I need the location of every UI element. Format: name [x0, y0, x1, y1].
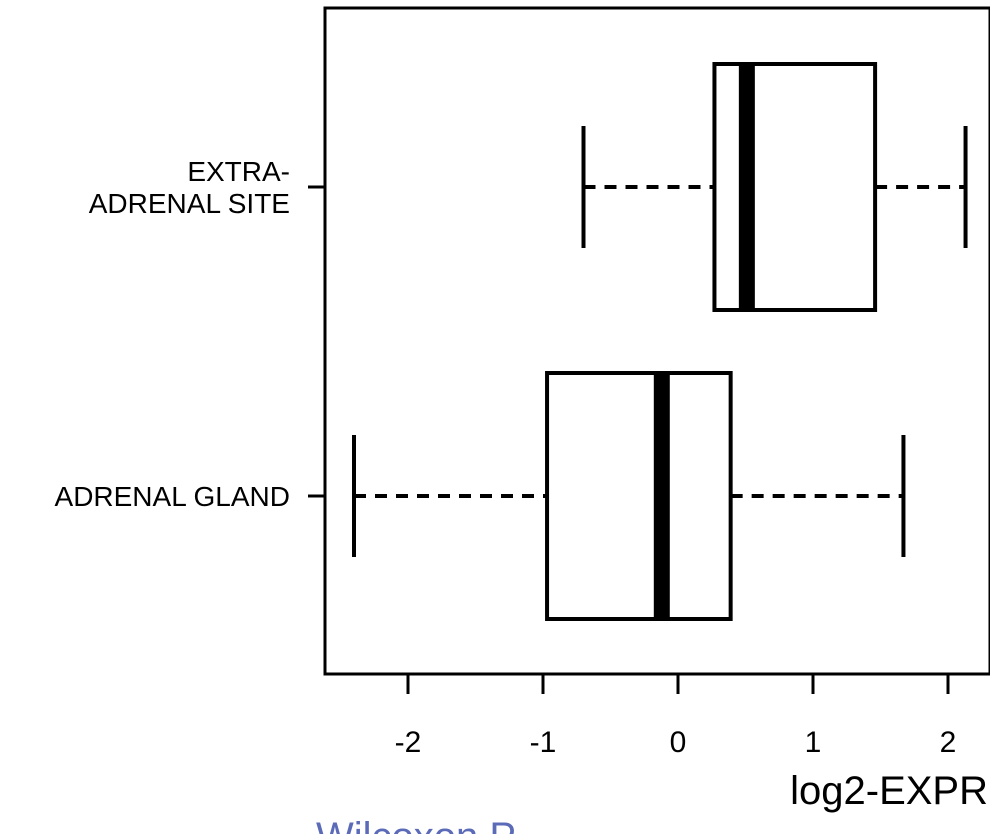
- x-axis-label: log2-EXPR: [790, 769, 988, 813]
- x-tick-label: 2: [940, 726, 957, 759]
- x-tick-label: -1: [530, 726, 557, 759]
- category-label: ADRENAL GLAND: [55, 481, 290, 512]
- x-tick-label: -2: [395, 726, 422, 759]
- x-tick-label: 0: [670, 726, 687, 759]
- box-group: [581, 62, 968, 312]
- boxes-layer: [352, 62, 968, 621]
- box-group: [352, 371, 906, 621]
- category-label: EXTRA-ADRENAL SITE: [89, 156, 290, 219]
- x-tick-label: 1: [805, 726, 822, 759]
- x-axis: -2 -1 0 1 2: [395, 672, 957, 759]
- box-iqr: [712, 62, 878, 312]
- box-iqr: [545, 371, 733, 621]
- category-labels: EXTRA-ADRENAL SITE ADRENAL GLAND: [55, 156, 325, 512]
- footer-text: Wilcoxon P: [316, 815, 516, 834]
